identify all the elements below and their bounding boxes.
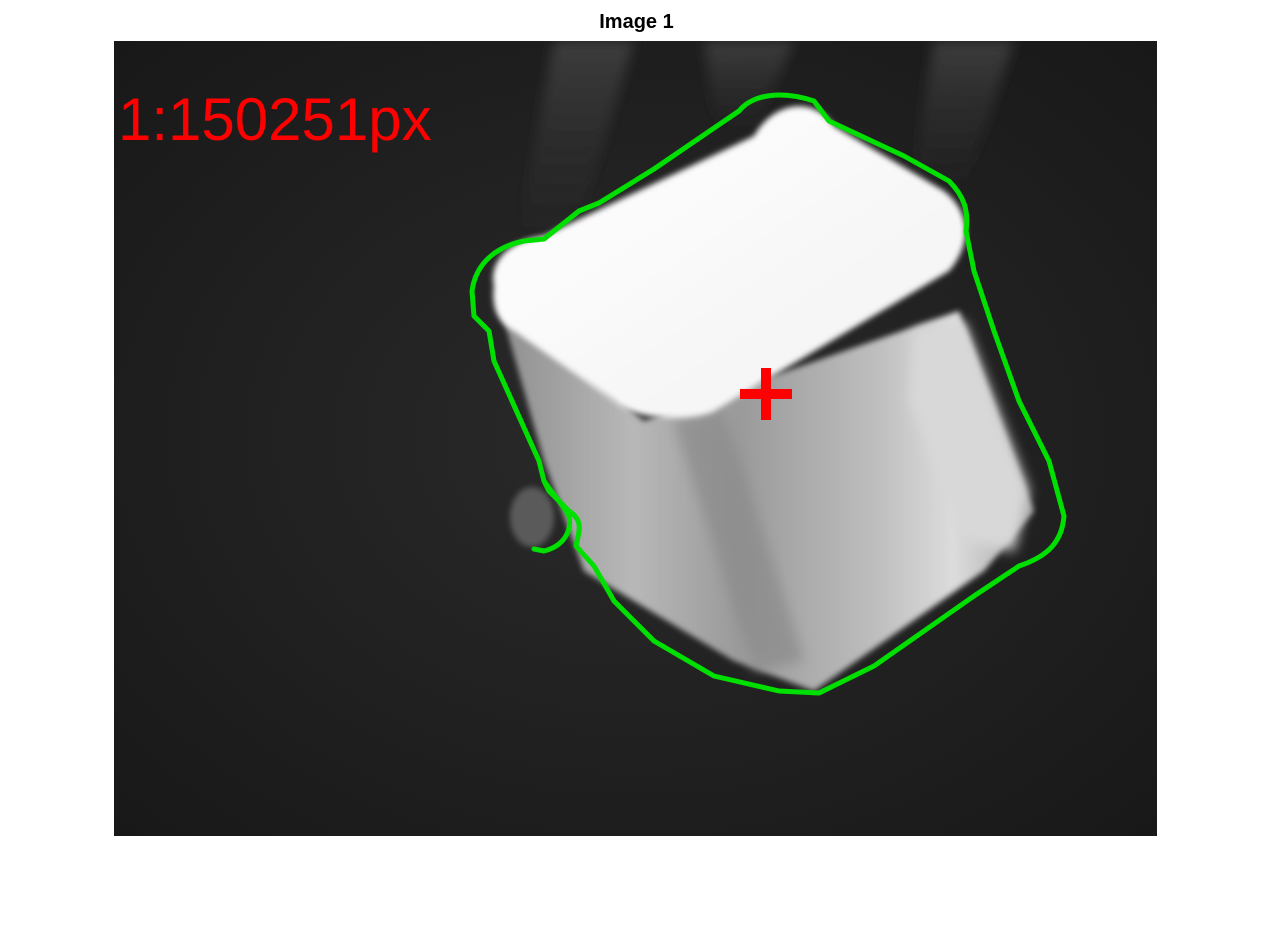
- centroid-marker-plus-icon: [740, 368, 792, 420]
- area-overlay-label: 1:150251px: [118, 86, 432, 153]
- image-axes: 1:150251px: [114, 41, 1157, 836]
- figure-title: Image 1: [599, 11, 674, 33]
- object-contour: [469, 92, 1067, 696]
- light-beams: [519, 41, 1014, 241]
- image-canvas: 1:150251px: [114, 41, 1157, 836]
- bright-cube: [493, 106, 1034, 691]
- small-disc: [510, 487, 554, 547]
